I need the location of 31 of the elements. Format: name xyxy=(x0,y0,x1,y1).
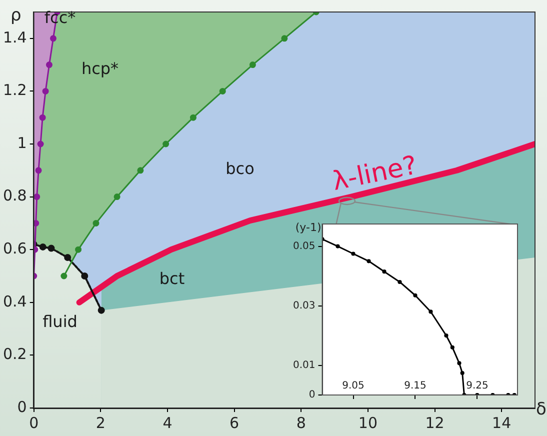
x-tick-label: 8 xyxy=(296,414,306,432)
y-tick-label: 0.03 xyxy=(293,300,316,312)
y-tick-label: 1.4 xyxy=(2,28,27,46)
y-axis-title: ρ xyxy=(10,5,22,26)
x-tick-label: 0 xyxy=(29,414,39,432)
annotation: fluid xyxy=(42,312,78,332)
y-tick-label: 1.2 xyxy=(2,81,27,100)
x-tick-label: 2 xyxy=(96,414,106,432)
annotation: hcp* xyxy=(81,59,119,78)
annotation: λ-line? xyxy=(330,150,420,197)
y-tick-label: 1 xyxy=(17,134,27,152)
x-tick-label: 12 xyxy=(425,414,444,432)
annotation: bco xyxy=(226,159,254,178)
x-tick-label: 6 xyxy=(230,414,240,432)
x-tick-label: 10 xyxy=(358,414,378,432)
y-axis-title: (y-1) xyxy=(295,220,322,234)
y-tick-label: 0.2 xyxy=(2,345,27,364)
x-tick-label: 9.15 xyxy=(404,380,426,392)
x-tick-label: 9.05 xyxy=(342,380,364,392)
y-tick-label: 0.05 xyxy=(293,240,316,252)
y-tick-label: 0 xyxy=(17,398,27,416)
y-tick-label: 0.01 xyxy=(293,360,316,371)
x-tick-label: 4 xyxy=(162,414,172,432)
x-axis-title: δ xyxy=(536,399,546,420)
y-tick-label: 0.8 xyxy=(2,186,27,205)
x-tick-label: 14 xyxy=(492,414,512,432)
x-tick-label: 9.25 xyxy=(466,380,488,392)
y-tick-label: 0.4 xyxy=(2,292,27,310)
annotation: bct xyxy=(159,269,185,288)
y-tick-label: 0 xyxy=(308,390,316,401)
y-tick-label: 0.6 xyxy=(2,239,27,258)
